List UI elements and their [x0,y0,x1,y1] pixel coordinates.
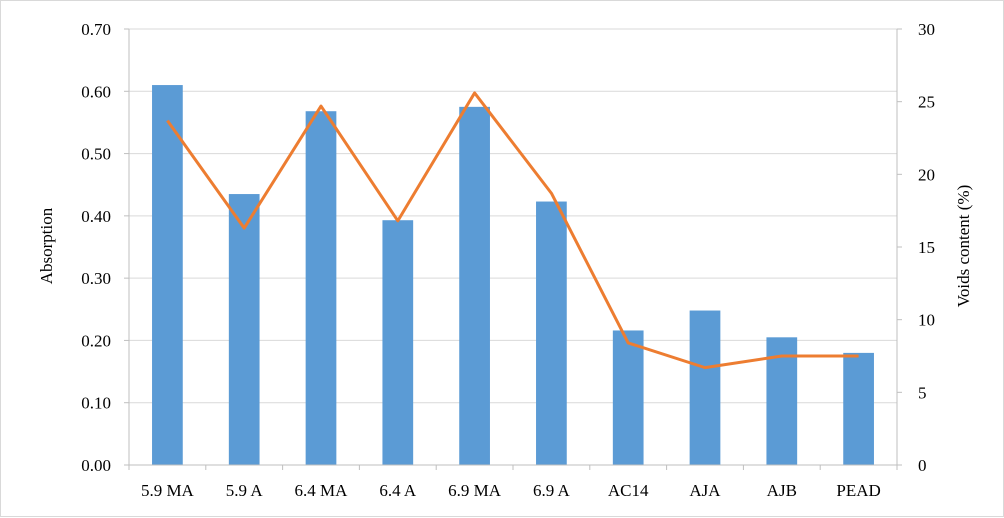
bar [382,220,413,465]
bar [306,111,337,465]
y2-tick-label: 5 [918,383,927,402]
y-tick-label: 0.40 [81,207,111,226]
bar [843,353,874,465]
y2-tick-label: 30 [918,20,935,39]
y2-tick-label: 0 [918,456,927,475]
x-tick-label: AJB [767,481,797,500]
y-tick-label: 0.20 [81,331,111,350]
x-tick-label: 6.4 MA [295,481,349,500]
bar [536,202,567,465]
x-tick-label: PEAD [836,481,880,500]
x-tick-label: 6.9 A [533,481,571,500]
bar [613,330,644,465]
y2-tick-label: 10 [918,311,935,330]
bar [459,107,490,465]
x-tick-label: 6.4 A [379,481,417,500]
y-tick-label: 0.30 [81,269,111,288]
y-tick-label: 0.60 [81,82,111,101]
bar [152,85,183,465]
y-axis-title: Absorption [37,207,56,284]
x-tick-label: AC14 [608,481,649,500]
y2-axis-title: Voids content (%) [954,185,973,307]
y2-tick-label: 25 [918,93,935,112]
y-tick-label: 0.70 [81,20,111,39]
x-tick-label: 5.9 MA [141,481,195,500]
line-layer [167,93,858,368]
y2-tick-label: 15 [918,238,935,257]
x-tick-label: AJA [689,481,721,500]
voids-line [167,93,858,368]
bar [690,311,721,465]
bar [229,194,260,465]
y-tick-label: 0.50 [81,145,111,164]
y2-tick-label: 20 [918,165,935,184]
x-tick-label: 6.9 MA [448,481,502,500]
y-tick-label: 0.00 [81,456,111,475]
x-tick-label: 5.9 A [226,481,264,500]
labels-layer: 0.00 0.10 0.20 0.30 0.40 0.50 0.60 0.70 0 5 10 15 20… [81,20,935,500]
y-tick-label: 0.10 [81,394,111,413]
